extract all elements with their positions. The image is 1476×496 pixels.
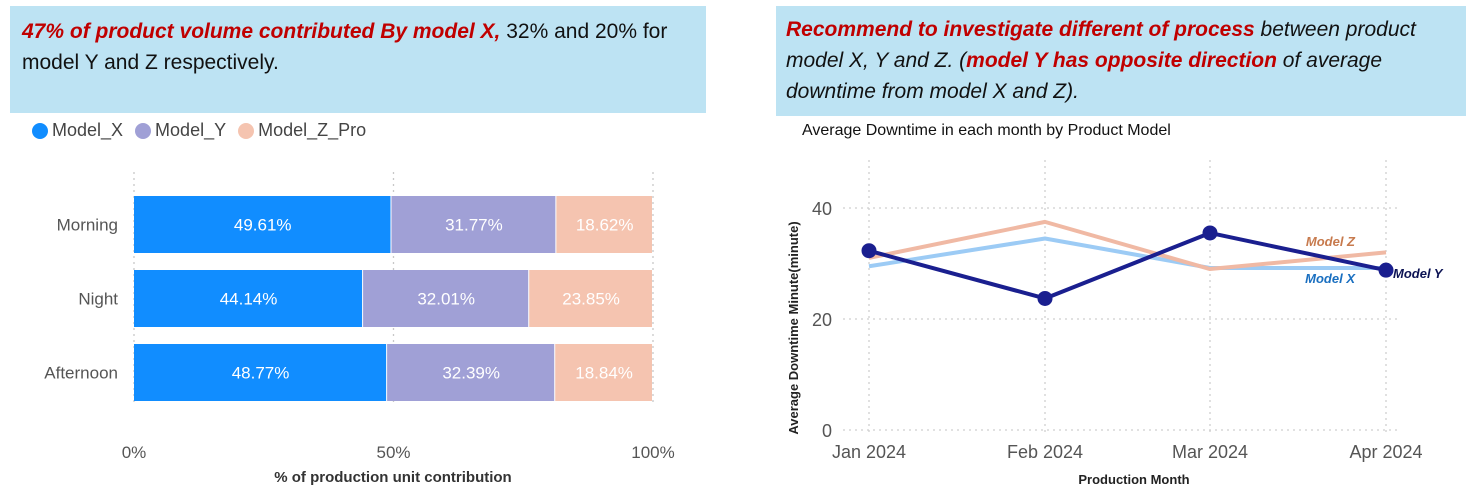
line-x-tick-1: Feb 2024	[1007, 442, 1083, 462]
bar-category-label-night: Night	[78, 290, 118, 309]
line-x-tick-3: Apr 2024	[1349, 442, 1422, 462]
bar-category-label-afternoon: Afternoon	[44, 364, 118, 383]
line-series-model-y	[868, 230, 1387, 301]
line-point-model-y-2	[1202, 225, 1218, 241]
line-point-model-y-1	[1037, 290, 1053, 306]
line-point-model-y-0	[861, 243, 877, 259]
downtime-insight-text-2: of average downtime from model X and Z).	[786, 49, 1383, 103]
bar-x-tick-0: 0%	[122, 443, 147, 462]
downtime-insight-text-1: between product model X, Y and Z. (	[786, 18, 1416, 72]
bar-data-label-night-0: 44.14%	[220, 290, 278, 309]
bar-data-label-morning-0: 49.61%	[234, 216, 292, 235]
bar-category-label-morning: Morning	[57, 216, 118, 235]
legend-label-model-z: Model_Z_Pro	[258, 120, 367, 140]
bar-segment-morning-2	[556, 196, 652, 253]
volume-insight-text: 32% and 20% for model Y and Z respective…	[22, 20, 668, 74]
bar-x-tick-2: 100%	[631, 443, 674, 462]
legend-dot-model-y	[135, 122, 152, 139]
bar-segment-morning-1	[391, 196, 556, 253]
line-y-axis-title: Average Downtime Minute(minute)	[786, 221, 801, 434]
bar-segment-afternoon-1	[387, 344, 555, 401]
line-y-tick-1: 20	[812, 310, 832, 330]
line-x-tick-2: Mar 2024	[1172, 442, 1248, 462]
downtime-insight-highlight-1: Recommend to investigate different of pr…	[786, 18, 1255, 41]
line-x-axis-title: Production Month	[1078, 472, 1189, 487]
bar-data-label-night-1: 32.01%	[417, 290, 475, 309]
line-y-tick-2: 40	[812, 199, 832, 219]
legend-item-model-y[interactable]: Model_Y	[135, 120, 226, 141]
downtime-insight-highlight-2: model Y has opposite direction	[966, 49, 1277, 72]
legend-item-model-z[interactable]: Model_Z_Pro	[238, 120, 366, 141]
legend-label-model-x: Model_X	[52, 120, 124, 140]
bar-segment-morning-0	[134, 196, 391, 253]
line-chart-title: Average Downtime in each month by Produc…	[802, 122, 1171, 139]
bar-x-tick-1: 50%	[376, 443, 410, 462]
bar-segment-night-1	[363, 270, 529, 327]
bar-data-label-morning-1: 31.77%	[445, 216, 503, 235]
volume-insight-highlight: 47% of product volume contributed By mod…	[22, 20, 501, 43]
bar-data-label-night-2: 23.85%	[562, 290, 620, 309]
line-series-label-model-y: Model Y	[1393, 266, 1444, 281]
volume-insight-callout: 47% of product volume contributed By mod…	[10, 6, 706, 113]
legend-label-model-y: Model_Y	[155, 120, 227, 140]
line-series-label-model-z: Model Z	[1306, 234, 1356, 249]
legend-dot-model-x	[32, 122, 48, 139]
bar-segment-afternoon-0	[134, 344, 387, 401]
bar-segment-afternoon-2	[555, 344, 652, 401]
line-x-tick-0: Jan 2024	[832, 442, 906, 462]
bar-chart-legend: Model_X Model_Y Model_Z_Pro	[32, 120, 378, 141]
bar-segment-night-2	[529, 270, 652, 327]
line-y-tick-0: 0	[822, 421, 832, 441]
line-series-label-model-x: Model X	[1305, 271, 1356, 286]
legend-item-model-x[interactable]: Model_X	[32, 120, 123, 141]
downtime-insight-callout: Recommend to investigate different of pr…	[776, 6, 1466, 116]
line-series-model-z	[868, 219, 1387, 272]
bar-data-label-morning-2: 18.62%	[576, 216, 634, 235]
line-point-model-y-3	[1378, 262, 1394, 278]
bar-data-label-afternoon-1: 32.39%	[442, 364, 500, 383]
bar-data-label-afternoon-0: 48.77%	[232, 364, 290, 383]
bar-x-axis-title: % of production unit contribution	[274, 469, 511, 486]
bar-segment-night-0	[134, 270, 363, 327]
bar-data-label-afternoon-2: 18.84%	[575, 364, 633, 383]
line-series-model-x	[868, 236, 1386, 270]
legend-dot-model-z	[238, 122, 255, 139]
